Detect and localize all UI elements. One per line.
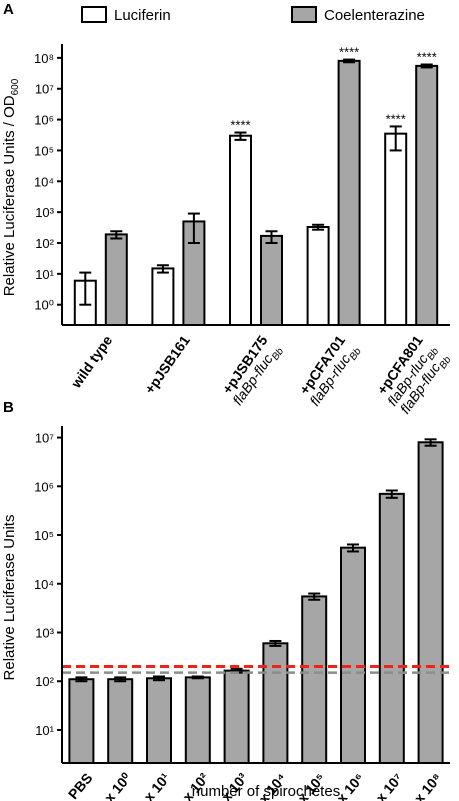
y-tick-label: 10⁵ [34, 528, 54, 543]
panel-label: B [3, 399, 14, 416]
significance: **** [230, 118, 250, 133]
error-bar [114, 676, 127, 683]
error-bar [347, 543, 359, 553]
category-label: 2 x 10¹ [133, 770, 173, 801]
bar [301, 595, 328, 765]
y-tick-label: 10⁸ [34, 51, 54, 66]
bar [107, 678, 134, 764]
y-tick-label: 10¹ [35, 267, 54, 282]
error-bar [75, 676, 88, 683]
y-tick-label: 10⁵ [34, 143, 54, 158]
bar [417, 441, 444, 764]
error-bar [187, 212, 200, 245]
legend-label: Coelenterazine [324, 7, 425, 24]
significance: **** [339, 45, 359, 60]
x-tick-label: PBS [65, 770, 96, 801]
bar [146, 677, 172, 764]
bar [184, 676, 211, 765]
error-bar [79, 271, 92, 306]
error-bar [308, 592, 321, 601]
error-bar [385, 489, 398, 499]
y-tick-label: 10³ [35, 625, 54, 640]
bar [340, 546, 366, 765]
y-tick-label: 10⁴ [34, 174, 54, 189]
x-tick-label: +pJSB161 [141, 332, 193, 396]
bar [151, 267, 175, 327]
category-label: wild type [67, 332, 115, 391]
y-tick-label: 10² [35, 236, 54, 251]
error-bar [269, 639, 282, 647]
panel-label: A [3, 1, 14, 18]
y-tick-label: 10⁷ [35, 82, 54, 97]
error-bar [156, 264, 169, 274]
error-bar [312, 223, 325, 231]
error-bar [110, 230, 123, 240]
bar [337, 59, 361, 326]
error-bar [234, 131, 247, 141]
bar [104, 233, 128, 326]
bar [378, 492, 405, 764]
y-tick-label: 10⁴ [34, 577, 54, 592]
legend-swatch [291, 6, 317, 23]
y-tick-label: 10⁶ [34, 113, 54, 128]
bar [415, 64, 439, 326]
bar [223, 669, 250, 765]
y-tick-label: 10¹ [35, 723, 54, 738]
y-axis-label-subscript: 600 [10, 78, 21, 95]
bar [384, 132, 408, 326]
bar [260, 234, 283, 326]
x-tick-label: 2 x 10¹ [133, 770, 173, 801]
x-axis-label: number of spirochetes [192, 783, 340, 800]
error-bar [191, 675, 204, 680]
category-label: 2 x 10⁸ [403, 770, 445, 801]
bar [229, 134, 252, 326]
error-bar [343, 58, 356, 64]
bar [262, 642, 289, 764]
y-axis-label-text: Relative Luciferase Units / OD [1, 95, 18, 296]
category-label: 2 x 10⁷ [365, 770, 406, 801]
category-label: +pJSB161 [141, 332, 193, 396]
category-label: PBS [65, 770, 96, 801]
category-label: 2 x 10⁰ [93, 770, 134, 801]
error-bar [153, 675, 165, 682]
significance: **** [417, 49, 437, 64]
error-bar [420, 63, 433, 69]
x-tick-label: wild type [67, 332, 115, 391]
significance: **** [386, 111, 406, 126]
legend-swatch [81, 6, 107, 23]
y-tick-label: 10⁶ [34, 479, 54, 494]
x-tick-label: 2 x 10⁷ [365, 770, 406, 801]
y-axis-label: Relative Luciferase Units [1, 515, 18, 681]
y-tick-label: 10² [35, 674, 54, 689]
x-tick-label: 2 x 10⁸ [403, 770, 445, 801]
x-tick-label: 2 x 10⁰ [93, 770, 134, 801]
error-bar [424, 438, 437, 447]
y-axis-label: Relative Luciferase Units / OD600 [1, 78, 21, 296]
legend-label: Luciferin [114, 7, 171, 24]
y-tick-label: 10⁰ [34, 298, 54, 313]
bar [68, 678, 95, 764]
bar [306, 226, 330, 326]
error-bar [389, 125, 402, 152]
y-axis-label-text: Relative Luciferase Units [1, 515, 18, 681]
error-bar [265, 230, 278, 245]
y-tick-label: 10⁷ [35, 431, 54, 446]
y-tick-label: 10³ [35, 205, 54, 220]
